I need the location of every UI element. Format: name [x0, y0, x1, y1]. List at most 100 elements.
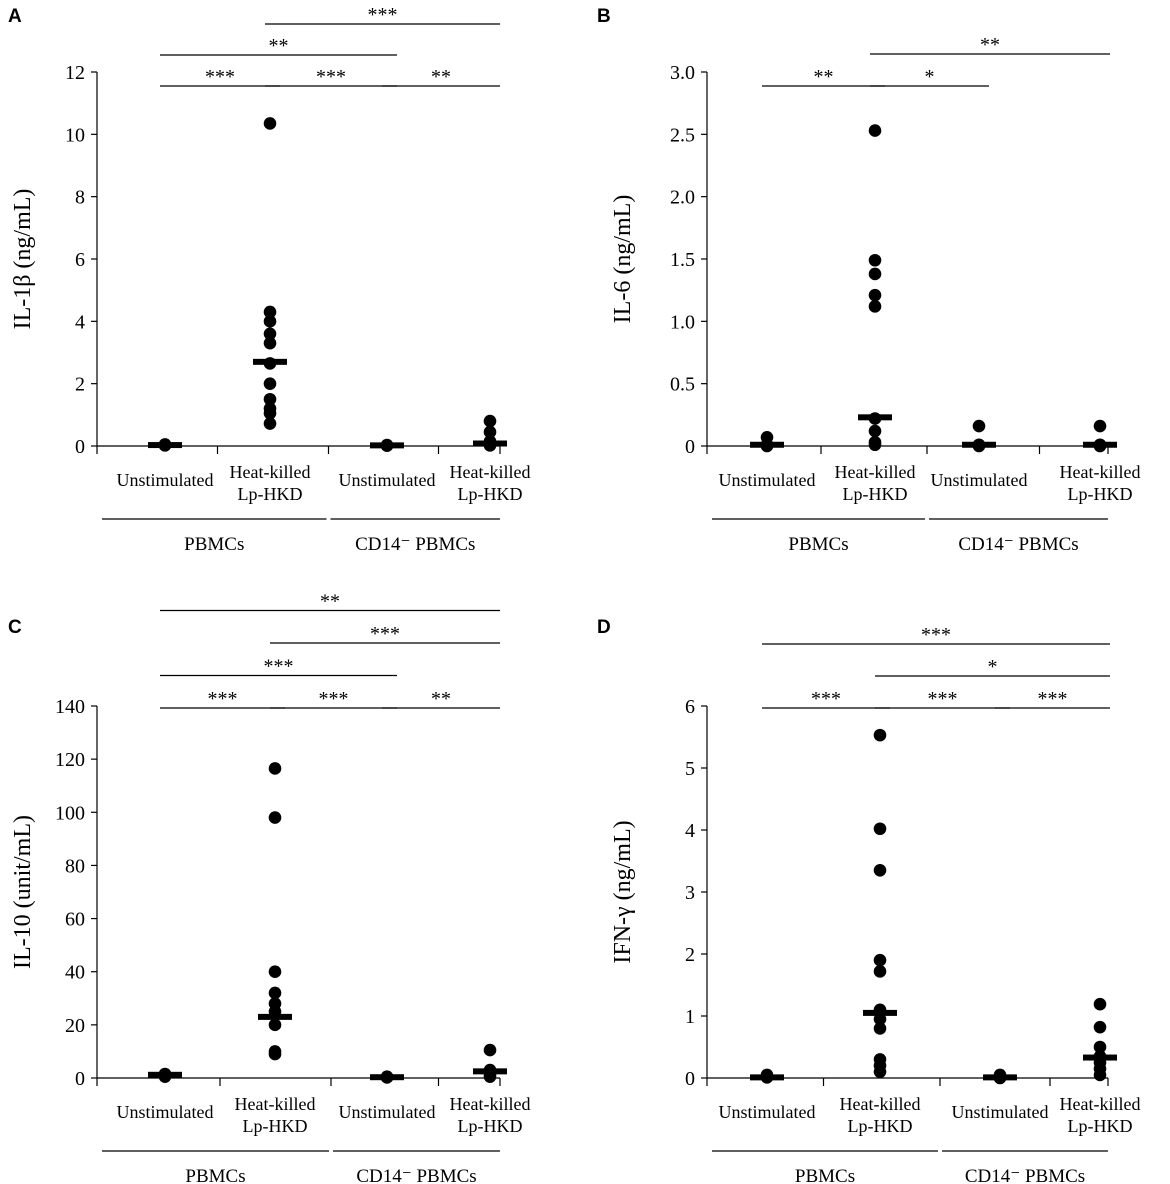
median-bar: [258, 1013, 292, 1020]
y-tick-label: 4: [685, 820, 695, 842]
y-tick-label: 2: [75, 374, 85, 396]
x-category-label: Unstimulated: [719, 1102, 816, 1122]
y-tick-label: 120: [55, 749, 85, 771]
panel-d: D 0 1 2 3 4 5 6 IFN-γ (ng/mL) Unstimulated Heat-ki…: [597, 617, 1140, 1184]
median-bar: [1083, 441, 1117, 448]
data-point: [268, 1018, 282, 1032]
y-tick-label: 5: [685, 758, 695, 780]
data-point: [868, 267, 882, 281]
data-point: [268, 762, 282, 775]
x-category-label-line: Heat-killed: [235, 1094, 316, 1114]
y-axis-label: IL-6 (ng/mL): [610, 195, 636, 324]
panel-c: C 0 20 40 60 80 100 120 140 IL-10 (unit/mL) Unstim…: [8, 591, 530, 1184]
panel-letter: D: [597, 617, 611, 638]
data-point: [263, 392, 277, 406]
significance-label: **: [320, 591, 340, 613]
x-category-label-line: Heat-killed: [450, 1094, 531, 1114]
x-category-label-line: Lp-HKD: [848, 1116, 913, 1136]
y-tick-label: 140: [55, 696, 85, 718]
data-point: [873, 953, 887, 967]
data-point: [263, 327, 277, 341]
x-category-label-line: Lp-HKD: [843, 484, 908, 504]
x-category-label: Unstimulated: [931, 470, 1028, 490]
significance-label: **: [980, 34, 1000, 56]
significance-label: ***: [928, 688, 958, 710]
x-category-label-line: Heat-killed: [840, 1094, 921, 1114]
y-tick-label: 100: [55, 802, 85, 824]
significance-label: **: [269, 35, 289, 57]
data-point: [263, 417, 277, 430]
y-tick-label: 10: [65, 124, 85, 146]
x-category-label: Heat-killed Lp-HKD: [450, 1094, 531, 1136]
median-bar: [253, 358, 287, 365]
y-tick-label: 0: [75, 436, 85, 458]
data-point: [268, 965, 282, 979]
data-point: [263, 117, 277, 130]
y-tick-label: 2.0: [670, 187, 695, 209]
x-category-label: Heat-killed Lp-HKD: [835, 462, 916, 504]
group-label: CD14⁻ PBMCs: [965, 1166, 1085, 1184]
data-point: [873, 822, 887, 836]
x-category-label: Heat-killed Lp-HKD: [230, 462, 311, 504]
group-label: CD14⁻ PBMCs: [958, 534, 1078, 555]
data-point: [268, 811, 282, 824]
median-bar: [473, 440, 507, 447]
x-category-label: Unstimulated: [719, 470, 816, 490]
median-bar: [863, 1009, 897, 1016]
x-category-label-line: Lp-HKD: [238, 484, 303, 504]
x-category-label-line: Heat-killed: [835, 462, 916, 482]
x-category-label-line: Heat-killed: [1060, 462, 1141, 482]
significance-label: **: [431, 688, 451, 710]
x-category-label: Heat-killed Lp-HKD: [235, 1094, 316, 1136]
significance-label: ***: [264, 656, 294, 678]
y-axis-label: IL-10 (unit/mL): [10, 815, 36, 969]
x-category-label: Heat-killed Lp-HKD: [450, 462, 531, 504]
median-bar: [858, 414, 892, 421]
x-category-label-line: Lp-HKD: [243, 1116, 308, 1136]
data-point: [873, 1022, 887, 1035]
y-tick-label: 40: [65, 962, 85, 984]
group-label: CD14⁻ PBMCs: [356, 1166, 476, 1184]
significance-label: ***: [368, 4, 398, 26]
x-category-label: Unstimulated: [117, 1102, 214, 1122]
y-tick-label: 4: [75, 311, 85, 333]
y-tick-label: 1: [685, 1006, 695, 1028]
significance-label: ***: [316, 66, 346, 88]
y-tick-label: 1.0: [670, 311, 695, 333]
x-category-label: Unstimulated: [952, 1102, 1049, 1122]
median-bar: [148, 442, 182, 449]
data-point: [868, 253, 882, 267]
x-category-label: Heat-killed Lp-HKD: [1060, 462, 1141, 504]
data-point: [263, 406, 277, 420]
data-point: [483, 425, 497, 439]
significance-label: ***: [1038, 688, 1068, 710]
y-axis-label: IL-1β (ng/mL): [10, 189, 36, 330]
data-point: [263, 315, 277, 328]
x-category-label-line: Lp-HKD: [1068, 1116, 1133, 1136]
x-category-label: Heat-killed Lp-HKD: [840, 1094, 921, 1136]
group-label: CD14⁻ PBMCs: [355, 534, 475, 555]
data-point: [483, 414, 497, 428]
significance-label: ***: [205, 66, 235, 88]
y-tick-label: 20: [65, 1015, 85, 1037]
data-point: [873, 965, 887, 978]
significance-label: **: [431, 66, 451, 88]
panel-letter: B: [597, 6, 611, 27]
x-category-label-line: Heat-killed: [230, 462, 311, 482]
y-tick-label: 6: [685, 696, 695, 718]
y-tick-label: 80: [65, 855, 85, 877]
y-tick-label: 3.0: [670, 62, 695, 84]
y-tick-label: 6: [75, 249, 85, 271]
y-tick-label: 60: [65, 909, 85, 931]
data-point: [873, 1012, 887, 1026]
data-point: [263, 305, 277, 319]
data-point: [873, 728, 887, 742]
y-axis-label: IFN-γ (ng/mL): [610, 820, 636, 963]
group-label: PBMCs: [788, 534, 848, 555]
x-category-label-line: Lp-HKD: [1068, 484, 1133, 504]
data-point: [868, 424, 882, 438]
median-bar: [983, 1074, 1017, 1081]
group-label: PBMCs: [795, 1166, 855, 1184]
group-label: PBMCs: [185, 1166, 245, 1184]
